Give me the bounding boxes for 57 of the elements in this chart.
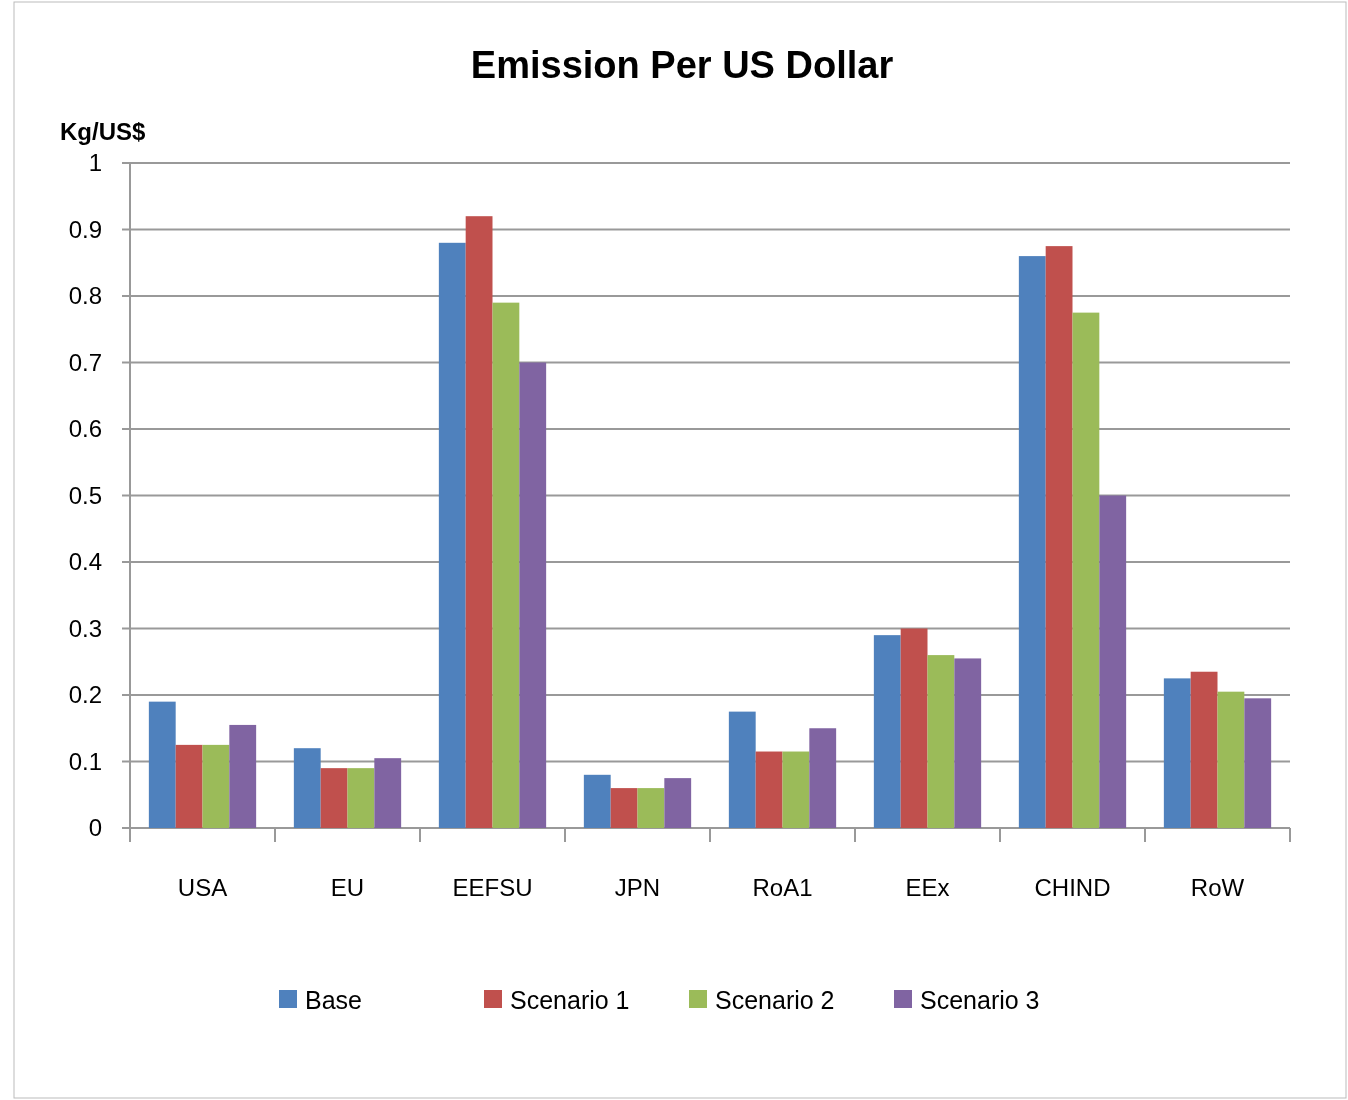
bar bbox=[465, 216, 493, 828]
y-axis-title: Kg/US$ bbox=[60, 118, 146, 145]
y-tick-label: 0.2 bbox=[68, 681, 102, 709]
bar bbox=[927, 655, 955, 828]
x-tick-label: USA bbox=[177, 874, 228, 901]
x-tick-label: JPN bbox=[614, 874, 661, 901]
chart-title: Emission Per US Dollar bbox=[470, 44, 894, 86]
y-tick-label: 0.3 bbox=[68, 614, 102, 642]
y-tick-label: 0.6 bbox=[68, 415, 102, 443]
bar bbox=[202, 744, 230, 828]
x-tick-label: EU bbox=[330, 874, 365, 901]
bar bbox=[809, 728, 837, 828]
bar bbox=[320, 768, 348, 828]
bar bbox=[438, 242, 466, 828]
bar bbox=[1244, 698, 1272, 828]
y-tick-label: 0.8 bbox=[68, 282, 102, 310]
y-tick-label: 0.9 bbox=[68, 215, 102, 243]
bar bbox=[148, 701, 176, 828]
y-tick-label: 0 bbox=[88, 814, 102, 842]
bar bbox=[519, 362, 547, 828]
bar bbox=[175, 744, 203, 828]
bar bbox=[1018, 256, 1046, 828]
bar bbox=[1217, 691, 1245, 828]
bar bbox=[374, 758, 402, 828]
bar bbox=[1190, 671, 1218, 828]
bar bbox=[583, 774, 611, 828]
bar bbox=[492, 302, 520, 828]
bar bbox=[229, 724, 257, 828]
bar bbox=[1099, 495, 1127, 828]
bar bbox=[664, 778, 692, 828]
x-tick-label: EEx bbox=[905, 874, 950, 901]
bar bbox=[1163, 678, 1191, 828]
x-tick-label: CHIND bbox=[1034, 874, 1111, 901]
y-tick-label: 0.4 bbox=[68, 548, 102, 576]
bar bbox=[1072, 312, 1100, 828]
bar bbox=[954, 658, 982, 828]
legend-label: Scenario 3 bbox=[920, 985, 1040, 1014]
y-tick-label: 0.5 bbox=[68, 481, 102, 509]
x-tick-label: RoA1 bbox=[752, 874, 813, 901]
bar bbox=[755, 751, 783, 828]
bar bbox=[1045, 246, 1073, 828]
bar bbox=[900, 628, 928, 828]
bar bbox=[782, 751, 810, 828]
bar bbox=[728, 711, 756, 828]
y-tick-label: 1 bbox=[88, 149, 102, 177]
legend-label: Scenario 2 bbox=[715, 985, 835, 1014]
bar bbox=[610, 788, 638, 828]
bar bbox=[637, 788, 665, 828]
x-tick-label: RoW bbox=[1190, 874, 1245, 901]
legend-label: Base bbox=[305, 985, 362, 1014]
y-tick-label: 0.1 bbox=[68, 747, 102, 775]
y-tick-label: 0.7 bbox=[68, 348, 102, 376]
x-tick-label: EEFSU bbox=[452, 874, 533, 901]
legend-label: Scenario 1 bbox=[510, 985, 630, 1014]
bar bbox=[293, 748, 321, 828]
bar bbox=[873, 635, 901, 828]
bar bbox=[347, 768, 375, 828]
